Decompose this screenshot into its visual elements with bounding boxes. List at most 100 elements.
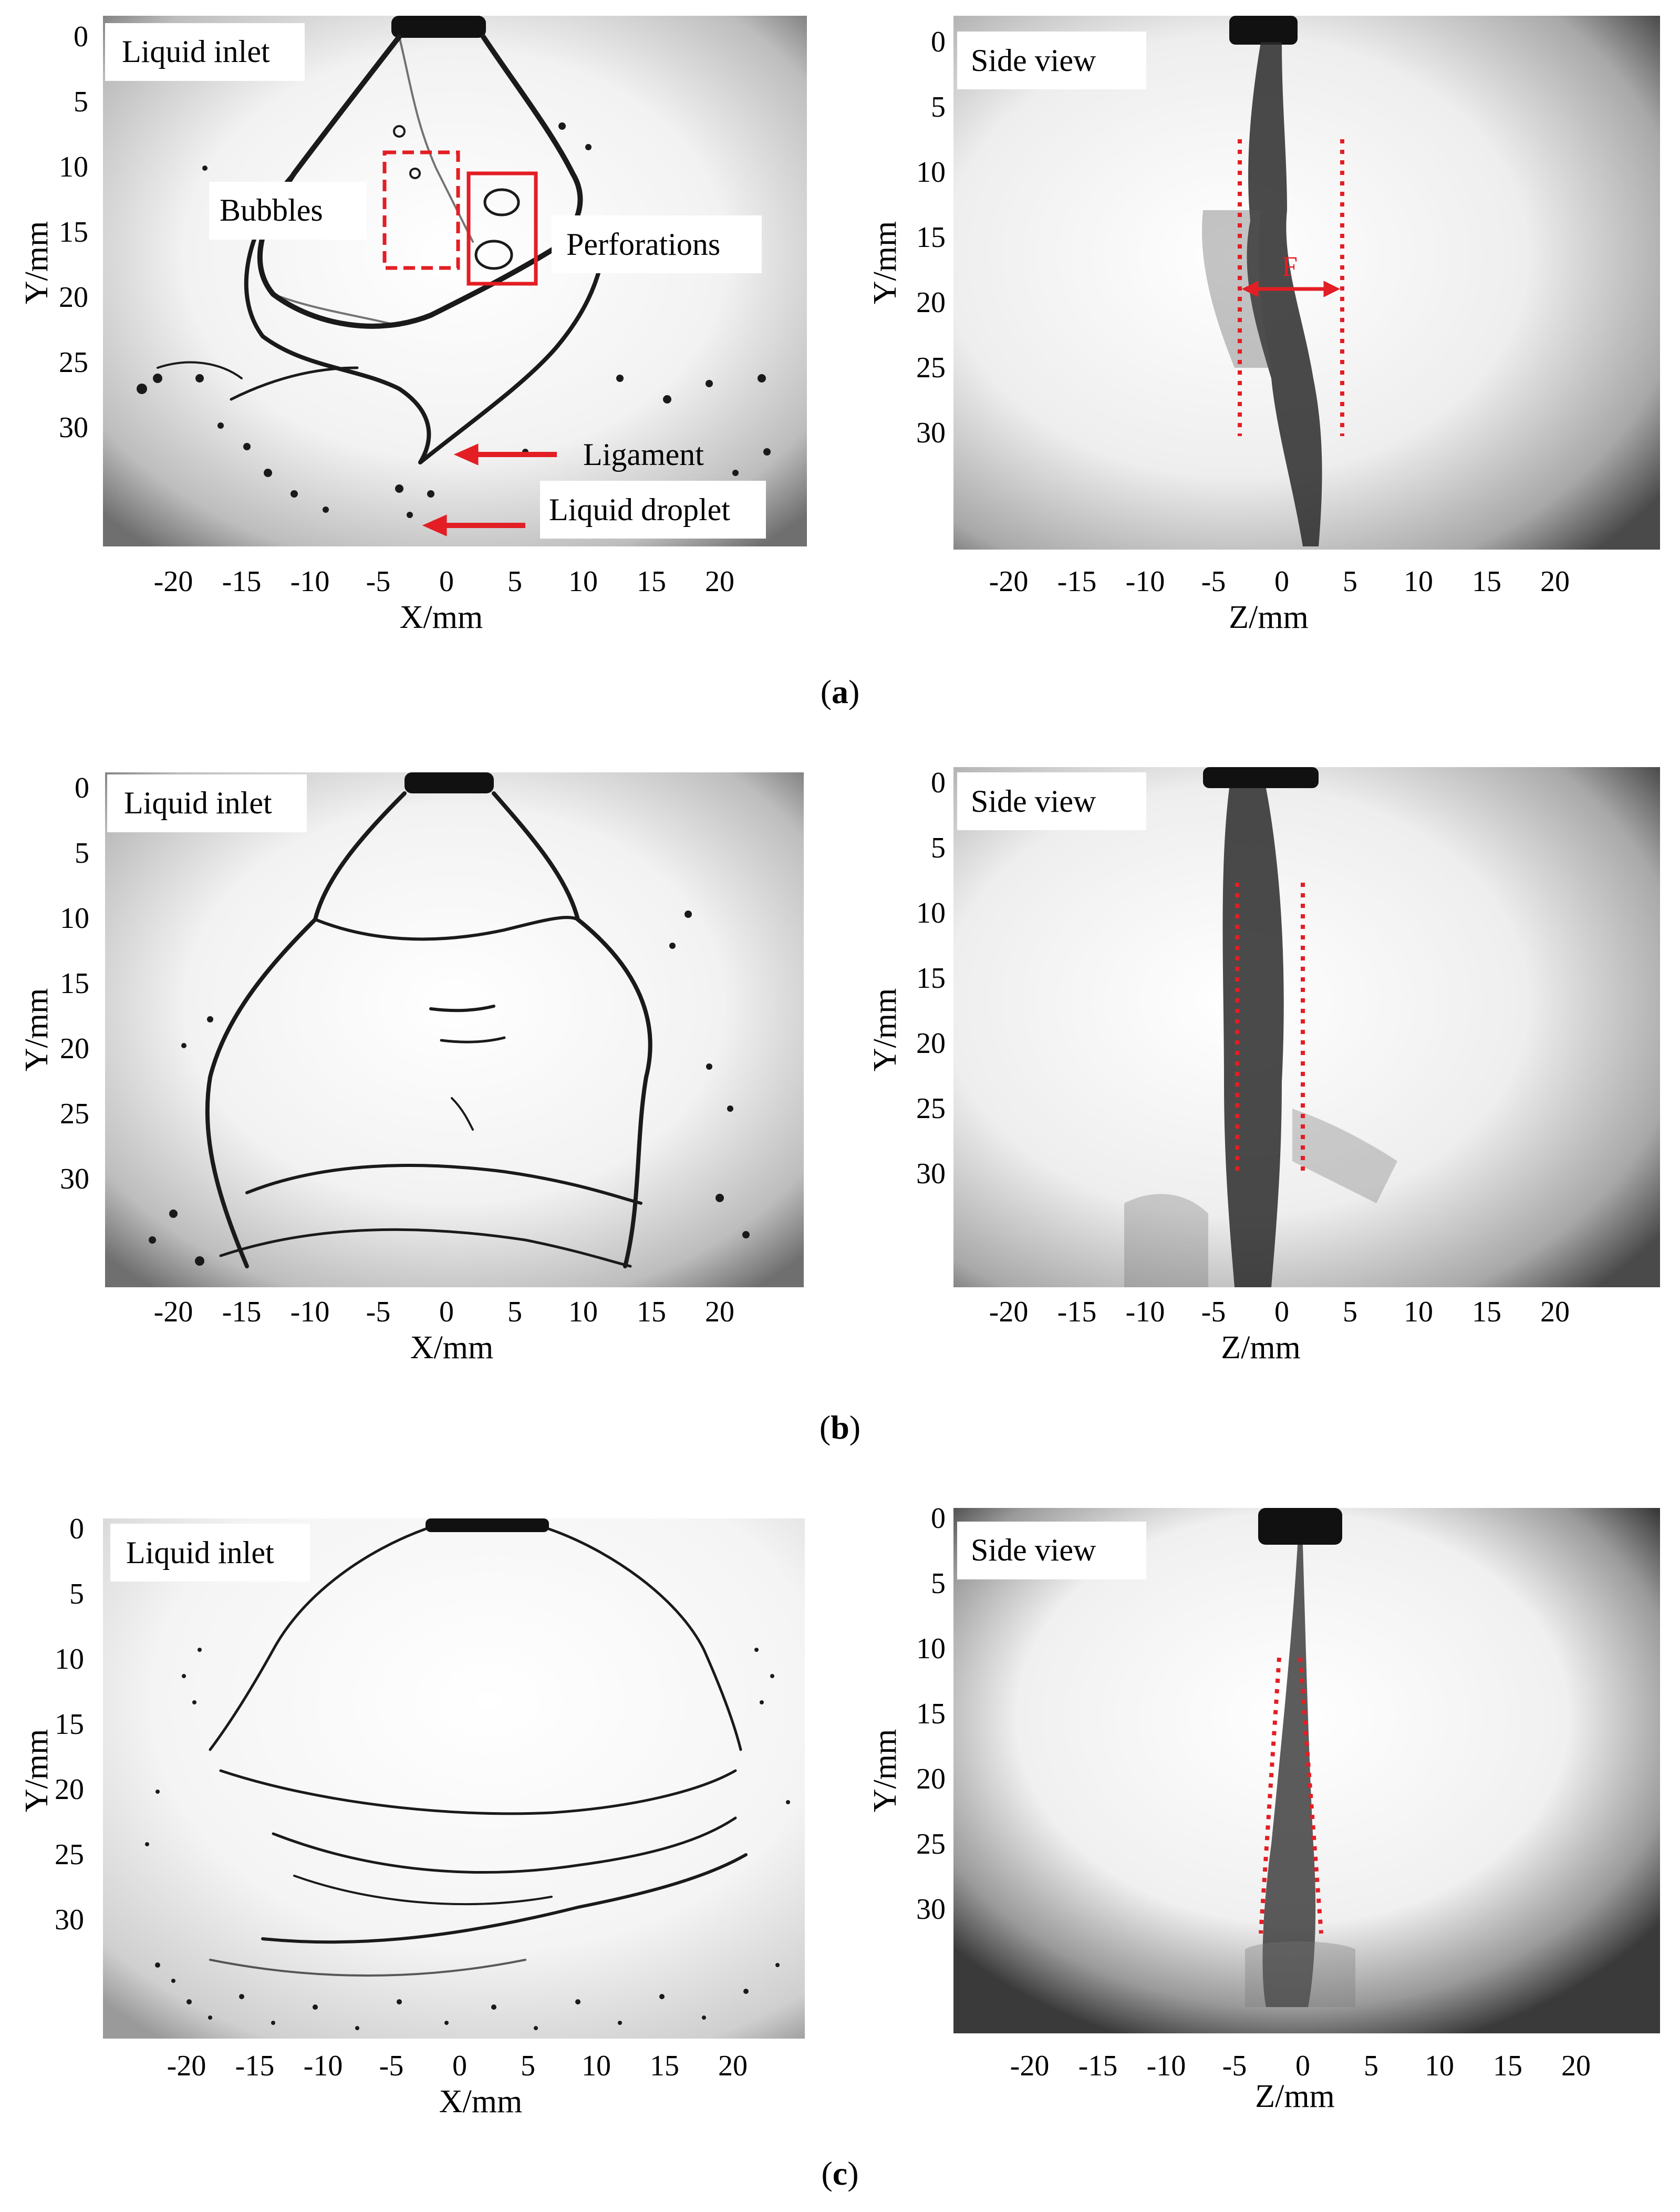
x-tick-label: 15 [1472, 1296, 1501, 1328]
droplet-arrow [422, 514, 525, 536]
caption-b: (b) [819, 1409, 861, 1446]
y-tick-label: 5 [931, 91, 946, 123]
x-tick-label: -20 [1010, 2050, 1050, 2082]
perforations-label-box [552, 215, 762, 273]
bubbles-label-box [209, 182, 367, 240]
x-tick-label: 15 [1472, 565, 1501, 598]
y-tick-label: 15 [59, 216, 88, 249]
side-sheet-a [1247, 42, 1322, 546]
y-tick-label: 5 [74, 86, 88, 118]
panel-b: Liquid inlet Side view 0 5 10 15 20 25 30 -20-… [0, 741, 1680, 1476]
caption-letter-b: b [831, 1409, 849, 1446]
nozzle-a [391, 16, 486, 38]
front-view-image-a [103, 16, 807, 546]
x-tick-label: -20 [167, 2050, 206, 2082]
y-tick-label: 5 [69, 1578, 84, 1610]
side-sheet-shadow-b [1124, 1109, 1397, 1287]
y-tick-label: 15 [916, 1698, 946, 1730]
y-tick-label: 10 [916, 897, 946, 929]
x-tick-label: -10 [291, 1296, 330, 1328]
y-tick-label: 30 [55, 1904, 84, 1936]
front-view-image-b [105, 772, 804, 1287]
y-tick-label: 20 [60, 1032, 89, 1065]
x-tick-label: 0 [1274, 565, 1289, 598]
y-tick-label: 0 [931, 767, 946, 799]
droplets-c [145, 1648, 790, 2030]
side-xlabel-c: Z/mm [1255, 2079, 1335, 2114]
front-ylabel-b: Y/mm [19, 988, 55, 1071]
y-tick-label: 25 [916, 1828, 946, 1860]
x-tick-label: 20 [1540, 565, 1570, 598]
liquid-inlet-label-b: Liquid inlet [124, 785, 272, 820]
front-ylabel-a: Y/mm [19, 221, 55, 304]
x-tick-label: 20 [718, 2050, 748, 2082]
side-view-label-box-c [957, 1522, 1146, 1579]
y-tick-label: 15 [916, 221, 946, 254]
x-tick-label: -10 [1126, 565, 1165, 598]
side-view-image-b [953, 767, 1660, 1287]
perforation-hole-1 [483, 188, 520, 216]
side-x-ticks-b: -20 -15 -10 -5 0 5 10 15 20 [989, 1296, 1570, 1328]
liquid-inlet-label-a: Liquid inlet [122, 34, 270, 69]
front-y-ticks-c: 0 5 10 15 20 25 30 [55, 1513, 84, 1936]
y-tick-label: 0 [74, 20, 88, 53]
x-tick-label: 20 [705, 1296, 734, 1328]
liquid-inlet-label-box-b [107, 774, 307, 832]
y-tick-label: 20 [916, 1027, 946, 1060]
x-tick-label: 20 [1561, 2050, 1591, 2082]
x-tick-label: 10 [1425, 2050, 1454, 2082]
x-tick-label: 5 [507, 565, 522, 598]
front-y-ticks-b: 0 5 10 15 20 25 30 [60, 772, 89, 1195]
y-tick-label: 30 [916, 1893, 946, 1926]
droplets-b [149, 911, 750, 1266]
spread-label-f: F [1282, 251, 1298, 282]
liquid-inlet-label-c: Liquid inlet [126, 1535, 274, 1570]
x-tick-label: -5 [1201, 565, 1226, 598]
x-tick-label: -20 [154, 1296, 193, 1328]
x-tick-label: 0 [439, 1296, 454, 1328]
side-x-ticks-c: -20 -15 -10 -5 0 5 10 15 20 [1010, 2050, 1591, 2082]
front-x-ticks-c: -20 -15 -10 -5 0 5 10 15 20 [167, 2050, 748, 2082]
y-tick-label: 30 [59, 411, 88, 444]
x-tick-label: 0 [452, 2050, 467, 2082]
x-tick-label: 0 [439, 565, 454, 598]
y-tick-label: 20 [55, 1773, 84, 1806]
side-boundary-right-c [1298, 1657, 1323, 1934]
side-boundary-left-c [1259, 1657, 1281, 1934]
x-tick-label: -10 [304, 2050, 343, 2082]
x-tick-label: -20 [989, 565, 1029, 598]
y-tick-label: 20 [916, 1763, 946, 1795]
figure-c: Liquid inlet Side view 0 5 10 15 20 25 30 -20-… [0, 1476, 1680, 2175]
y-tick-label: 5 [75, 837, 89, 870]
x-tick-label: -20 [154, 565, 193, 598]
caption-a: (a) [820, 673, 860, 710]
y-tick-label: 10 [55, 1643, 84, 1676]
y-tick-label: 20 [916, 286, 946, 319]
x-tick-label: 15 [637, 565, 666, 598]
front-xlabel-a: X/mm [400, 599, 483, 635]
droplets-a [137, 122, 771, 518]
x-tick-label: -5 [366, 565, 391, 598]
side-x-ticks-a: -20 -15 -10 -5 0 5 10 15 20 [989, 565, 1570, 598]
x-tick-label: 0 [1274, 1296, 1289, 1328]
y-tick-label: 10 [916, 156, 946, 189]
y-tick-label: 25 [60, 1098, 89, 1130]
spray-sheet-c [209, 1527, 748, 1977]
y-tick-label: 25 [55, 1838, 84, 1871]
side-y-ticks-a: 0 5 10 15 20 25 30 [916, 26, 946, 449]
x-tick-label: -5 [379, 2050, 404, 2082]
caption-letter-c: c [832, 2155, 848, 2192]
x-tick-label: 5 [1343, 565, 1357, 598]
perforations-box [466, 171, 538, 286]
side-ylabel-c: Y/mm [867, 1729, 903, 1812]
x-tick-label: -20 [989, 1296, 1029, 1328]
y-tick-label: 15 [916, 962, 946, 995]
side-view-label-box-a [957, 32, 1146, 89]
figure-b: Liquid inlet Side view 0 5 10 15 20 25 30 -20-… [0, 741, 1680, 1440]
side-ylabel-b: Y/mm [867, 988, 903, 1071]
x-tick-label: 15 [650, 2050, 679, 2082]
x-tick-label: -15 [1057, 565, 1097, 598]
y-tick-label: 30 [916, 417, 946, 449]
x-tick-label: 15 [1493, 2050, 1522, 2082]
